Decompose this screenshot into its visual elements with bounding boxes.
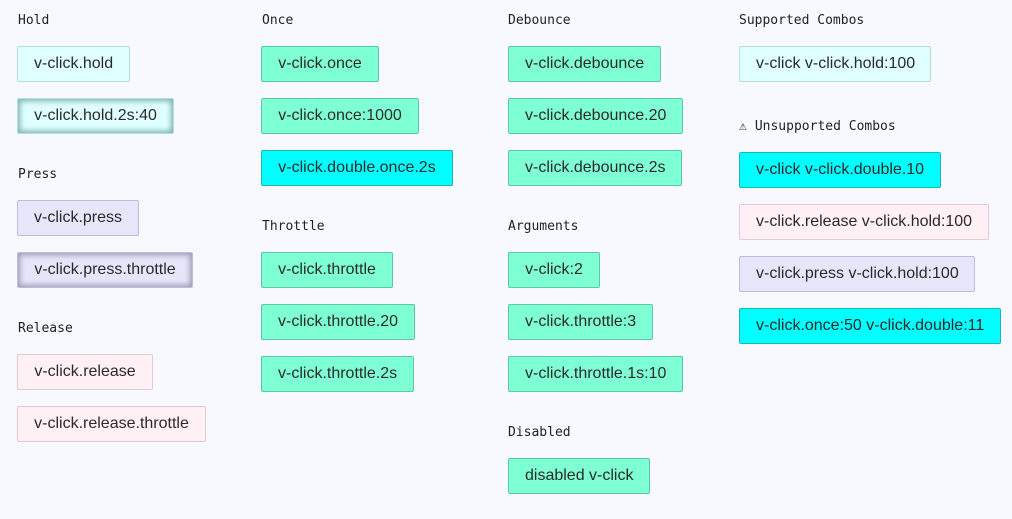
disabled-button[interactable]: disabled v-click	[508, 458, 650, 494]
unsupported-once-double-button[interactable]: v-click.once:50 v-click.double:11	[739, 308, 1001, 344]
debounce-20-button[interactable]: v-click.debounce.20	[508, 98, 683, 134]
release-button[interactable]: v-click.release	[17, 354, 153, 390]
unsupported-heading-label: Unsupported Combos	[754, 119, 896, 134]
throttle-2s-button[interactable]: v-click.throttle.2s	[261, 356, 414, 392]
section-heading-disabled: Disabled	[508, 425, 571, 440]
debounce-button[interactable]: v-click.debounce	[508, 46, 661, 82]
double-once-button[interactable]: v-click.double.once.2s	[261, 150, 453, 186]
debounce-2s-button[interactable]: v-click.debounce.2s	[508, 150, 682, 186]
once-1000-button[interactable]: v-click.once:1000	[261, 98, 419, 134]
section-heading-throttle: Throttle	[262, 219, 325, 234]
throttle-20-button[interactable]: v-click.throttle.20	[261, 304, 415, 340]
unsupported-release-hold-button[interactable]: v-click.release v-click.hold:100	[739, 204, 989, 240]
section-heading-release: Release	[18, 321, 73, 336]
press-button[interactable]: v-click.press	[17, 200, 139, 236]
section-heading-press: Press	[18, 167, 58, 182]
press-throttle-button[interactable]: v-click.press.throttle	[17, 252, 193, 288]
section-heading-unsupported: ⚠ Unsupported Combos	[739, 119, 896, 135]
section-heading-debounce: Debounce	[508, 13, 571, 28]
section-heading-hold: Hold	[18, 13, 50, 28]
unsupported-click-double-button[interactable]: v-click v-click.double.10	[739, 152, 941, 188]
supported-combo-button[interactable]: v-click v-click.hold:100	[739, 46, 931, 82]
throttle-1s-arg-button[interactable]: v-click.throttle.1s:10	[508, 356, 683, 392]
release-throttle-button[interactable]: v-click.release.throttle	[17, 406, 206, 442]
throttle-arg-button[interactable]: v-click.throttle:3	[508, 304, 653, 340]
section-heading-supported: Supported Combos	[739, 13, 865, 28]
warning-icon: ⚠	[739, 119, 747, 134]
section-heading-once: Once	[262, 13, 294, 28]
click-arg-button[interactable]: v-click:2	[508, 252, 600, 288]
hold-2s-button[interactable]: v-click.hold.2s:40	[17, 98, 174, 134]
hold-button[interactable]: v-click.hold	[17, 46, 130, 82]
throttle-button[interactable]: v-click.throttle	[261, 252, 393, 288]
once-button[interactable]: v-click.once	[261, 46, 379, 82]
section-heading-arguments: Arguments	[508, 219, 579, 234]
unsupported-press-hold-button[interactable]: v-click.press v-click.hold:100	[739, 256, 975, 292]
